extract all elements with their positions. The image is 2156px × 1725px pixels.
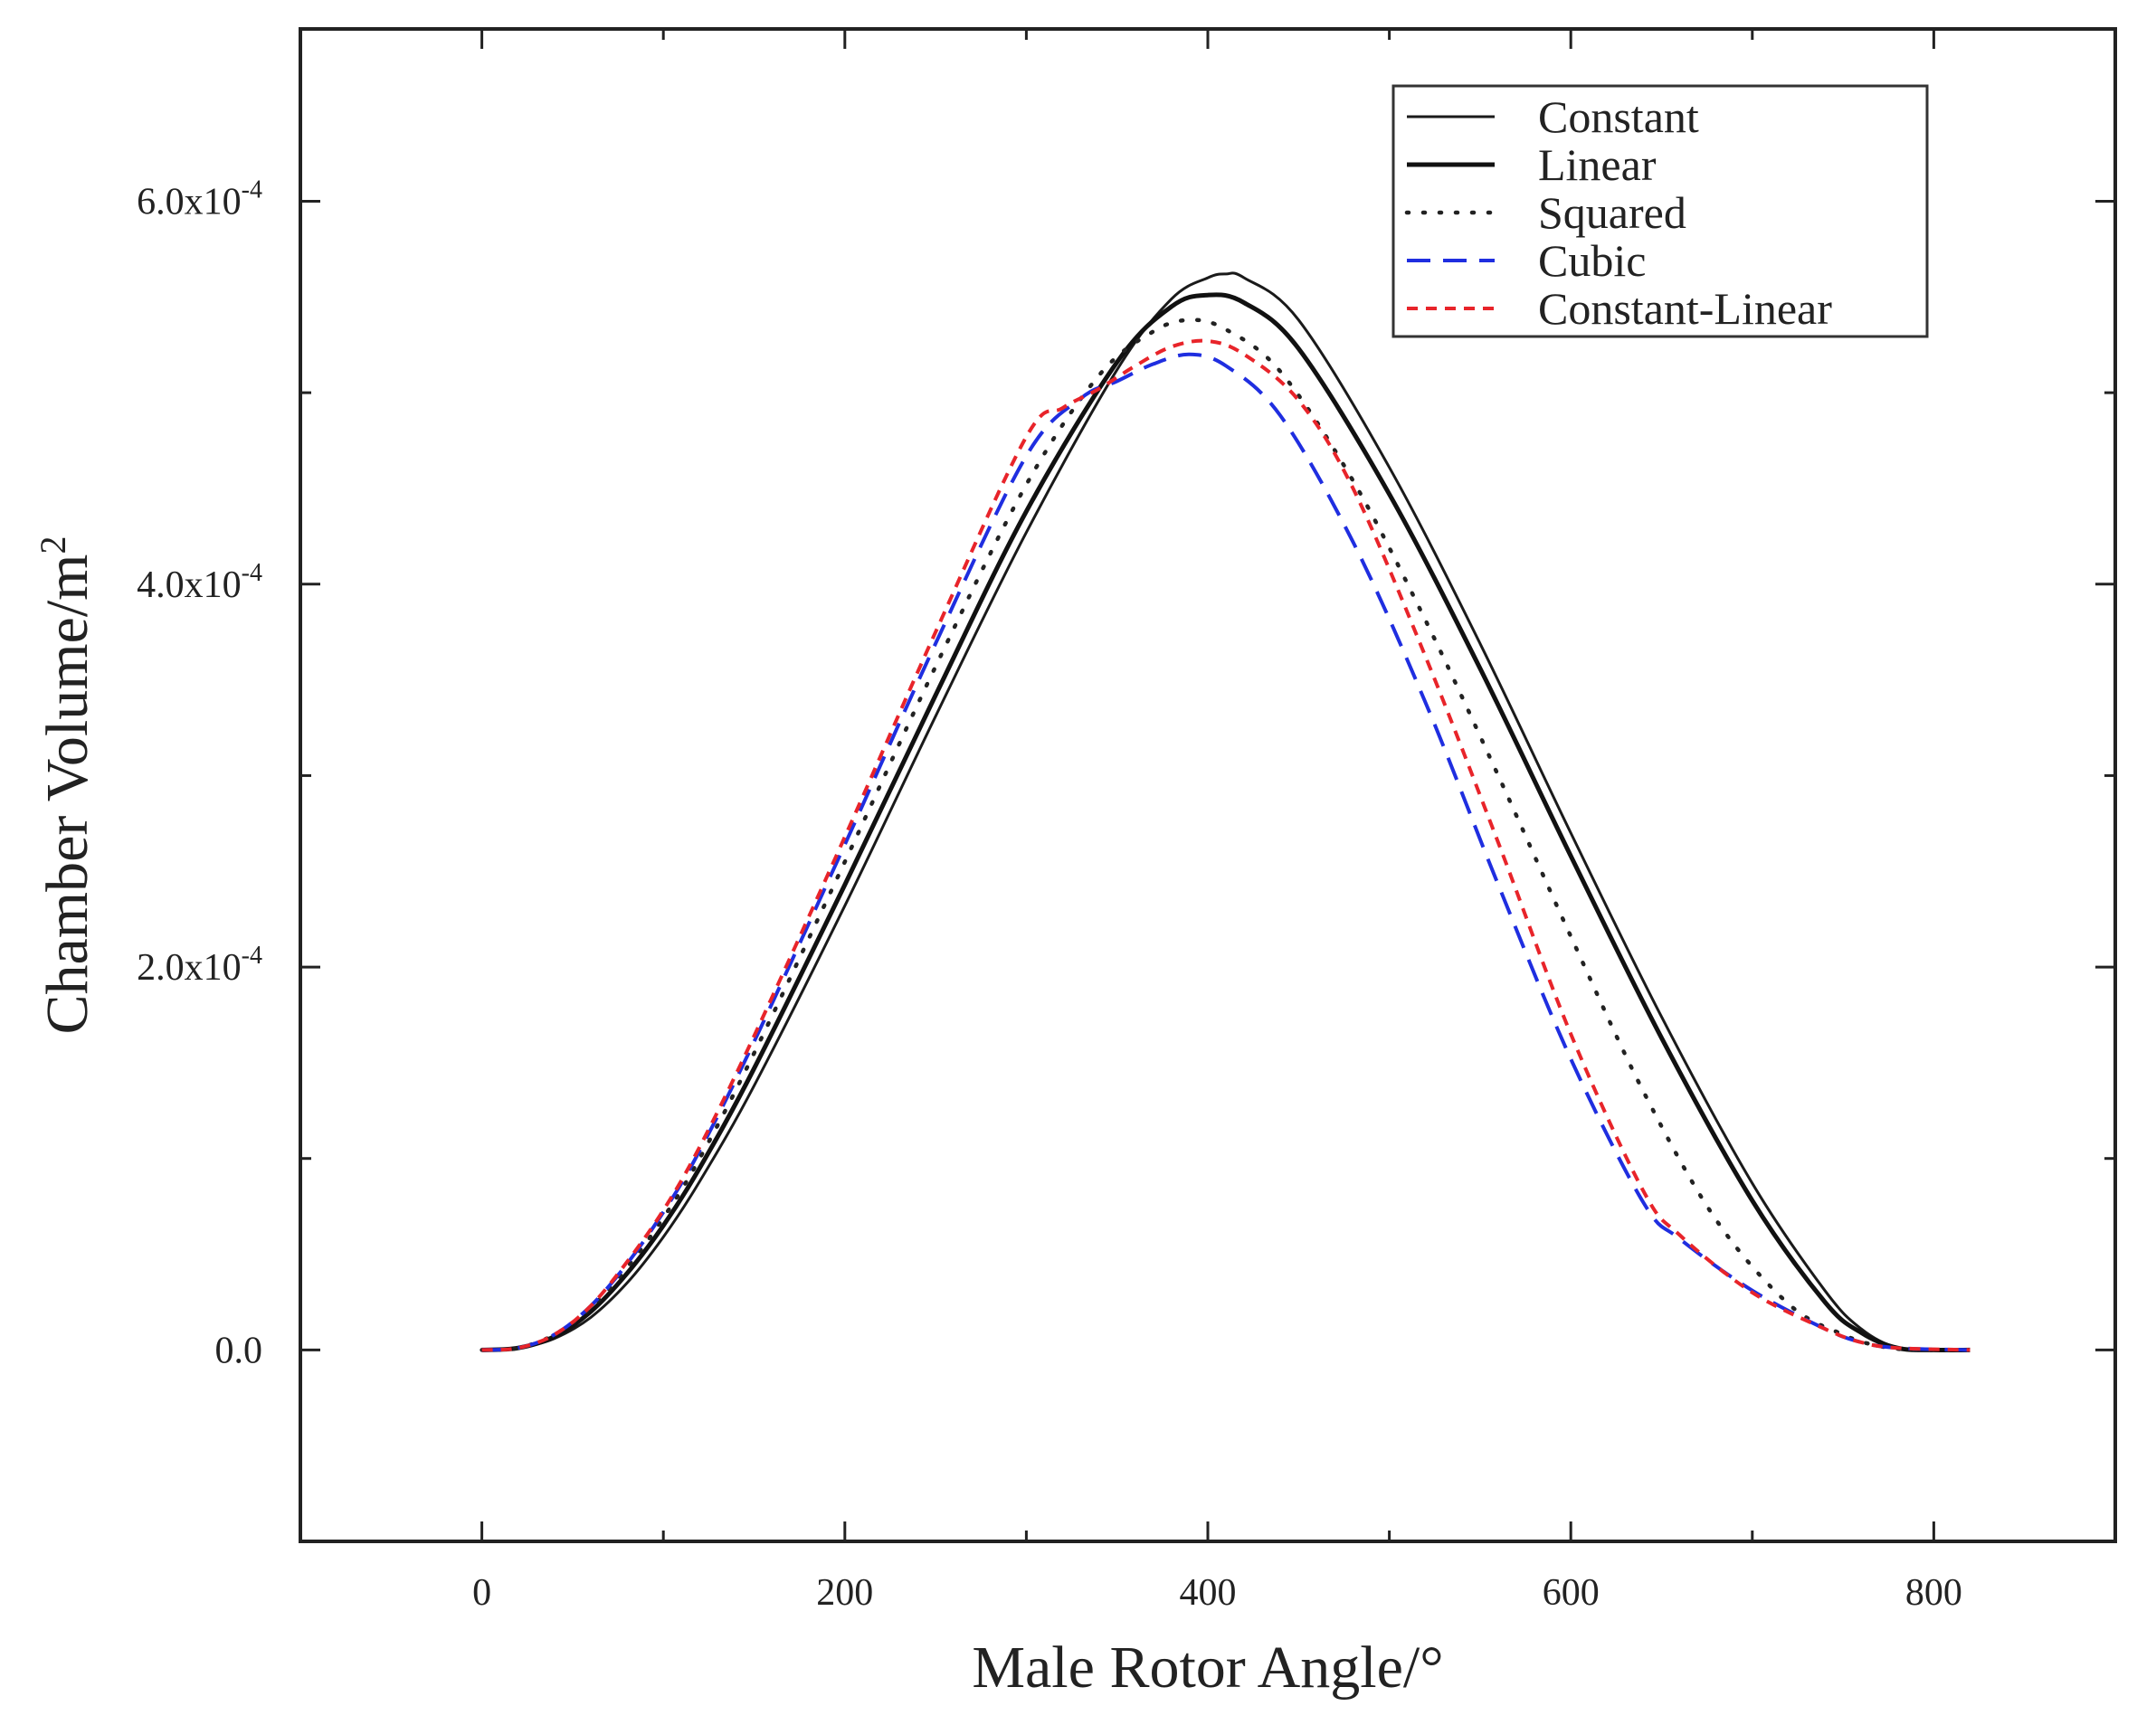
legend-label: Linear (1538, 139, 1657, 190)
x-tick-label: 800 (1905, 1572, 1962, 1614)
y-axis-title: Chamber Volume/m2 (33, 536, 100, 1034)
legend-label: Constant (1538, 91, 1699, 142)
x-axis-title: Male Rotor Angle/° (972, 1635, 1443, 1701)
svg-text:Chamber Volume/m2: Chamber Volume/m2 (33, 536, 100, 1034)
series-line-linear (481, 292, 1971, 1353)
legend-label: Squared (1538, 187, 1686, 238)
x-tick-label: 0 (472, 1572, 491, 1614)
series-line-constant-linear (481, 338, 1971, 1352)
x-tick-label: 600 (1543, 1572, 1600, 1614)
legend-label: Constant-Linear (1538, 283, 1832, 334)
x-tick-label: 400 (1180, 1572, 1237, 1614)
series-line-cubic (481, 352, 1971, 1352)
series-line-constant (481, 271, 1971, 1352)
legend-label: Cubic (1538, 235, 1646, 286)
y-tick-label: 2.0x10-4 (137, 942, 262, 989)
series-lines (480, 271, 1972, 1353)
y-tick-label: 4.0x10-4 (137, 559, 262, 606)
y-tick-label: 0.0 (215, 1330, 263, 1371)
y-tick-labels: 0.0 2.0x10-4 4.0x10-4 6.0x10-4 (137, 175, 262, 1371)
y-tick-label: 6.0x10-4 (137, 175, 262, 223)
legend-box (1391, 84, 1929, 338)
x-tick-label: 200 (816, 1572, 873, 1614)
legend: ConstantLinearSquaredCubicConstant-Linea… (1391, 84, 1929, 338)
series-line-squared (480, 318, 1972, 1352)
y-axis-title-base: Chamber Volume/m (34, 554, 100, 1034)
y-axis-title-superscript: 2 (33, 536, 73, 554)
tick-marks (300, 29, 2115, 1541)
x-tick-labels: 0 200 400 600 800 (472, 1572, 1962, 1614)
